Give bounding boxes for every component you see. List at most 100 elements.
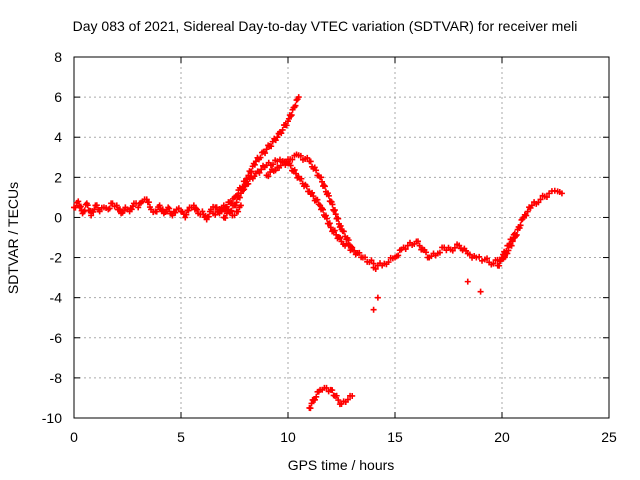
data-point	[356, 249, 363, 256]
data-point	[241, 186, 248, 193]
data-point	[323, 215, 330, 222]
series-late_rise	[494, 187, 565, 269]
data-point	[277, 162, 284, 169]
y-tick-label: -8	[50, 370, 63, 386]
data-point	[304, 154, 311, 161]
data-point	[263, 146, 270, 153]
data-point	[185, 207, 192, 214]
data-point	[349, 392, 356, 399]
data-point	[395, 252, 402, 259]
x-axis-label: GPS time / hours	[288, 457, 395, 473]
data-point	[501, 254, 508, 261]
data-point	[372, 265, 379, 272]
data-point	[362, 254, 369, 261]
chart-title: Day 083 of 2021, Sidereal Day-to-day VTE…	[73, 18, 578, 34]
y-tick-label: 0	[54, 209, 62, 225]
data-point	[537, 196, 544, 203]
data-point	[223, 210, 230, 217]
data-point	[109, 200, 116, 207]
data-point	[528, 202, 535, 209]
data-point	[349, 244, 356, 251]
data-point	[292, 102, 299, 109]
data-point	[348, 243, 355, 250]
data-point	[423, 249, 430, 256]
x-tick-label: 10	[280, 429, 296, 445]
data-point	[222, 214, 229, 221]
y-tick-label: -4	[50, 290, 63, 306]
data-point	[314, 196, 321, 203]
data-point	[117, 206, 124, 213]
data-point	[128, 206, 135, 213]
data-point	[262, 150, 269, 157]
data-point	[319, 178, 326, 185]
data-point	[490, 260, 497, 267]
data-point	[340, 228, 347, 235]
data-point	[344, 396, 351, 403]
y-tick-label: -2	[50, 250, 63, 266]
data-point	[402, 246, 409, 253]
data-point	[416, 242, 423, 249]
x-tick-label: 5	[177, 429, 185, 445]
data-point	[464, 278, 471, 285]
data-point	[75, 198, 82, 205]
data-point	[232, 202, 239, 209]
data-point	[77, 203, 84, 210]
data-point	[307, 158, 314, 165]
data-point	[310, 193, 317, 200]
data-point	[156, 202, 163, 209]
data-point	[172, 209, 179, 216]
data-point	[335, 397, 342, 404]
data-point	[96, 208, 103, 215]
data-point	[205, 213, 212, 220]
data-point	[278, 130, 285, 137]
tick-layer	[73, 56, 610, 419]
data-point	[237, 202, 244, 209]
data-point	[283, 159, 290, 166]
data-point	[129, 203, 136, 210]
data-point	[543, 194, 550, 201]
data-point	[385, 259, 392, 266]
data-point	[233, 199, 240, 206]
data-point	[251, 161, 258, 168]
data-point	[231, 212, 238, 219]
data-point	[153, 208, 160, 215]
y-tick-label: -10	[42, 410, 62, 426]
data-point	[509, 238, 516, 245]
data-point	[322, 212, 329, 219]
data-point	[332, 211, 339, 218]
series-deep_loop	[306, 384, 356, 412]
data-point	[223, 203, 230, 210]
y-tick-label: 8	[54, 49, 62, 65]
data-point	[113, 202, 120, 209]
data-point	[257, 154, 264, 161]
data-point	[228, 207, 235, 214]
data-point	[291, 166, 298, 173]
data-point	[106, 205, 113, 212]
data-point	[287, 162, 294, 169]
data-point	[295, 94, 302, 101]
data-point	[523, 212, 530, 219]
y-tick-label: 6	[54, 89, 62, 105]
data-point	[318, 174, 325, 181]
data-point	[320, 206, 327, 213]
data-point	[309, 189, 316, 196]
data-point	[517, 222, 524, 229]
data-point	[329, 201, 336, 208]
data-point	[326, 220, 333, 227]
data-point	[166, 205, 173, 212]
y-tick-label: 2	[54, 169, 62, 185]
data-point	[313, 167, 320, 174]
data-point	[248, 168, 255, 175]
data-point	[337, 222, 344, 229]
data-point	[289, 156, 296, 163]
data-point	[327, 224, 334, 231]
x-tick-label: 20	[494, 429, 510, 445]
data-point	[120, 207, 127, 214]
data-point	[270, 161, 277, 168]
data-point	[524, 208, 531, 215]
data-point	[212, 211, 219, 218]
data-point	[194, 206, 201, 213]
